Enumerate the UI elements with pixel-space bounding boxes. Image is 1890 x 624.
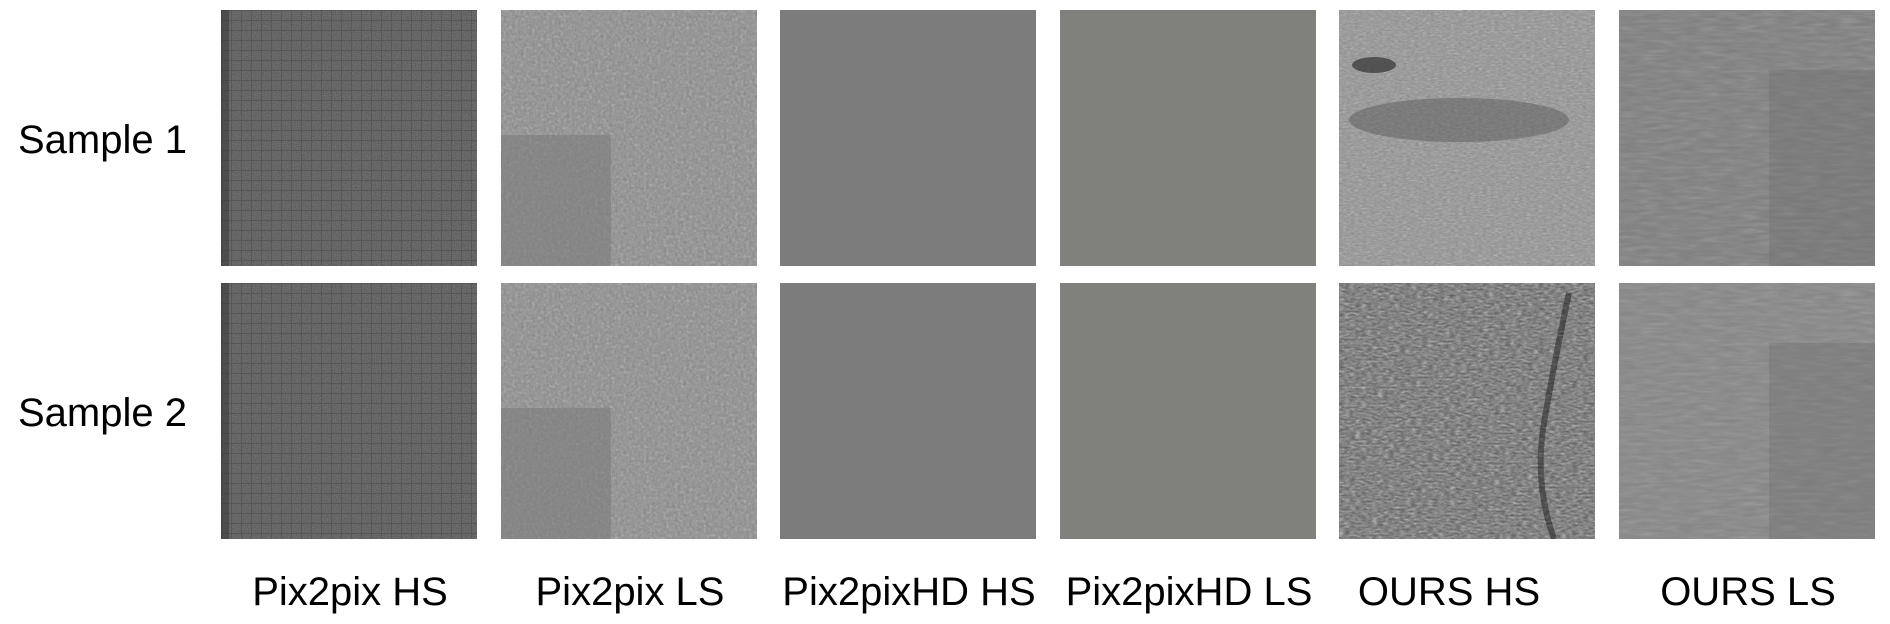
column-label-ours-ls: OURS LS <box>1660 570 1836 614</box>
sample-1-pix2pixhd-hs-image <box>780 10 1036 266</box>
sample-1-pix2pixhd-ls-image <box>1060 10 1316 266</box>
row-label-sample-2: Sample 2 <box>18 391 187 435</box>
column-label-pix2pix-ls: Pix2pix LS <box>535 570 725 614</box>
sample-1-ours-ls-image <box>1619 10 1875 266</box>
sample-2-pix2pix-hs-image <box>221 283 477 539</box>
sample-2-ours-ls-image <box>1619 283 1875 539</box>
sample-2-pix2pixhd-hs-image <box>780 283 1036 539</box>
sample-2-pix2pixhd-ls-image <box>1060 283 1316 539</box>
sample-1-ours-hs-image <box>1339 10 1595 266</box>
column-label-pix2pixhd-hs: Pix2pixHD HS <box>782 570 1036 614</box>
sample-1-pix2pix-ls-image <box>501 10 757 266</box>
column-label-ours-hs: OURS HS <box>1357 570 1541 614</box>
column-label-pix2pix-hs: Pix2pix HS <box>252 570 448 614</box>
sample-1-pix2pix-hs-image <box>221 10 477 266</box>
row-label-sample-1: Sample 1 <box>18 118 187 162</box>
column-label-pix2pixhd-ls: Pix2pixHD LS <box>1065 570 1313 614</box>
sample-2-ours-hs-image <box>1339 283 1595 539</box>
sample-2-pix2pix-ls-image <box>501 283 757 539</box>
